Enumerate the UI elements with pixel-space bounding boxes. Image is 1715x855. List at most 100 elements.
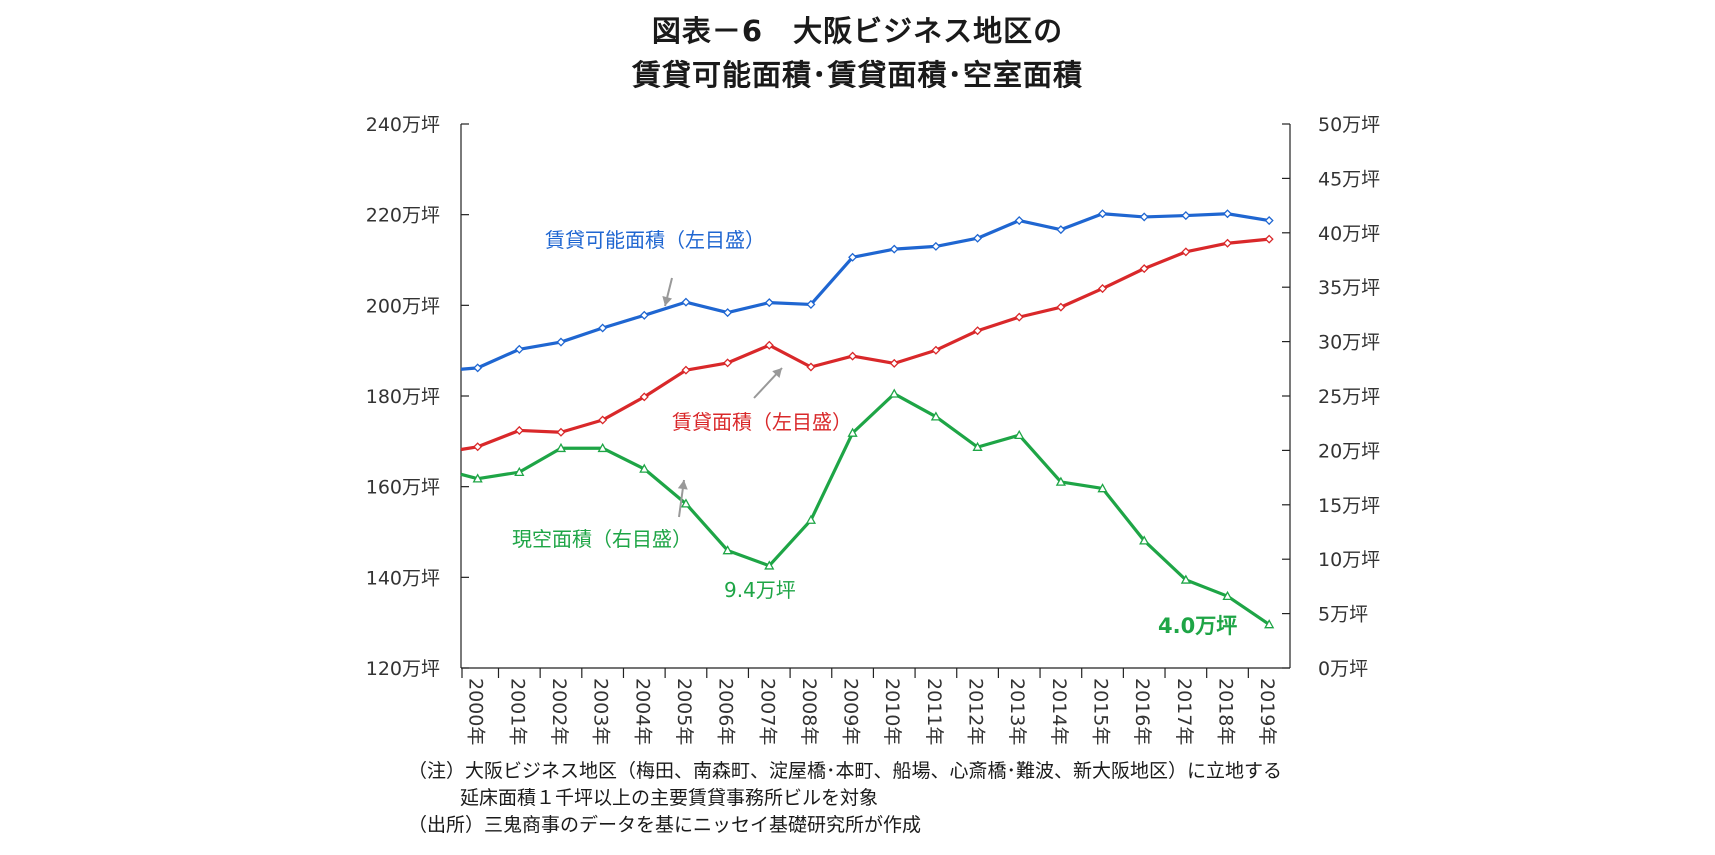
x-tick-label: 2013年: [1006, 678, 1028, 745]
label-latest-vacancy: 4.0万坪: [1158, 614, 1237, 638]
x-tick-label: 2018年: [1215, 678, 1237, 745]
data-point: [473, 363, 483, 373]
data-point: [805, 514, 817, 524]
data-point: [556, 337, 566, 347]
right-tick-label: 40万坪: [1318, 223, 1380, 245]
label-min-vacancy: 9.4万坪: [724, 578, 796, 602]
arrow-head: [677, 480, 688, 490]
data-point: [1180, 574, 1191, 584]
x-tick-label: 2004年: [631, 678, 653, 745]
data-point: [889, 388, 900, 398]
data-point: [764, 560, 775, 570]
data-point: [806, 362, 816, 372]
data-point: [639, 392, 649, 402]
data-point: [972, 441, 983, 451]
left-tick-label: 200万坪: [366, 295, 440, 317]
data-point: [1139, 535, 1150, 545]
data-point: [1097, 483, 1108, 493]
right-tick-label: 25万坪: [1318, 386, 1380, 408]
data-point: [889, 358, 899, 368]
data-point: [723, 308, 733, 318]
data-point: [1098, 209, 1108, 219]
label-leased-area: 賃貸面積（左目盛）: [672, 410, 852, 434]
series-line: [460, 237, 1270, 452]
x-tick-label: 2014年: [1048, 678, 1070, 745]
data-point: [1014, 216, 1024, 226]
left-tick-label: 240万坪: [366, 114, 440, 136]
data-point: [931, 345, 941, 355]
x-tick-label: 2005年: [673, 678, 695, 745]
data-point: [1014, 429, 1025, 440]
arrow-head: [662, 296, 673, 306]
x-tick-label: 2003年: [590, 678, 612, 745]
right-tick-label: 30万坪: [1318, 332, 1380, 354]
right-tick-label: 45万坪: [1318, 168, 1380, 190]
data-point: [598, 323, 608, 333]
x-tick-label: 2015年: [1090, 678, 1112, 745]
data-point: [514, 344, 524, 354]
data-point: [1264, 234, 1274, 244]
data-point: [556, 427, 566, 437]
right-tick-label: 10万坪: [1318, 549, 1380, 571]
x-tick-label: 2009年: [840, 678, 862, 745]
x-tick-label: 2002年: [548, 678, 570, 745]
source-line: （出所）三鬼商事のデータを基にニッセイ基礎研究所が作成: [408, 814, 922, 836]
data-point: [1222, 590, 1233, 601]
data-point: [681, 365, 691, 375]
series-line: [460, 392, 1271, 626]
note-line-1: （注）大阪ビジネス地区（梅田、南森町、淀屋橋･本町、船場、心斎橋･難波、新大阪地…: [408, 760, 1283, 782]
data-point: [1181, 247, 1191, 257]
chart-series: [460, 209, 1275, 629]
right-tick-label: 0万坪: [1318, 658, 1368, 680]
data-point: [1098, 284, 1108, 294]
data-point: [889, 244, 899, 254]
left-tick-label: 140万坪: [366, 567, 440, 589]
data-point: [764, 298, 774, 308]
data-point: [1056, 225, 1066, 235]
arrow-leased: [753, 367, 783, 399]
data-point: [1139, 264, 1149, 274]
data-point: [1139, 212, 1149, 222]
data-point: [847, 427, 858, 437]
data-point: [472, 473, 483, 483]
data-point: [681, 297, 691, 307]
data-point: [723, 358, 733, 368]
left-tick-label: 220万坪: [366, 205, 440, 227]
data-point: [848, 351, 858, 361]
data-point: [1222, 238, 1233, 248]
x-tick-label: 2019年: [1256, 678, 1278, 745]
chart-axes: 120万坪 140万坪 160万坪 180万坪 200万坪 220万坪 240万坪 0万坪 5万…: [366, 114, 1380, 745]
data-point: [555, 442, 567, 453]
x-tick-label: 2010年: [881, 678, 903, 745]
data-point: [1055, 476, 1066, 486]
data-point: [1264, 619, 1275, 629]
data-point: [931, 241, 941, 251]
left-tick-label: 180万坪: [366, 386, 440, 408]
chart-title-line1: 図表－6 大阪ビジネス地区の: [651, 14, 1064, 48]
label-rentable-area: 賃貸可能面積（左目盛）: [545, 228, 765, 252]
data-point: [598, 415, 608, 425]
data-point: [1056, 302, 1066, 312]
data-point: [597, 442, 608, 453]
x-tick-label: 2008年: [798, 678, 820, 745]
x-tick-label: 2011年: [923, 678, 945, 745]
data-point: [1222, 209, 1233, 219]
chart-notes: （注）大阪ビジネス地区（梅田、南森町、淀屋橋･本町、船場、心斎橋･難波、新大阪地…: [408, 758, 1282, 839]
data-point: [973, 233, 983, 243]
data-point: [806, 299, 816, 309]
arrow-head: [772, 368, 782, 378]
right-tick-label: 15万坪: [1318, 495, 1380, 517]
right-tick-label: 20万坪: [1318, 440, 1380, 462]
x-tick-label: 2017年: [1173, 678, 1195, 745]
x-tick-label: 2016年: [1131, 678, 1153, 745]
data-point: [1264, 216, 1274, 226]
data-point: [639, 310, 649, 320]
x-tick-label: 2012年: [965, 678, 987, 745]
data-point: [680, 498, 692, 508]
data-point: [1181, 211, 1191, 221]
data-point: [1014, 312, 1024, 322]
x-tick-label: 2006年: [715, 678, 737, 745]
chart-title-line2: 賃貸可能面積･賃貸面積･空室面積: [631, 58, 1083, 92]
left-tick-label: 160万坪: [366, 477, 440, 499]
data-point: [848, 252, 858, 262]
